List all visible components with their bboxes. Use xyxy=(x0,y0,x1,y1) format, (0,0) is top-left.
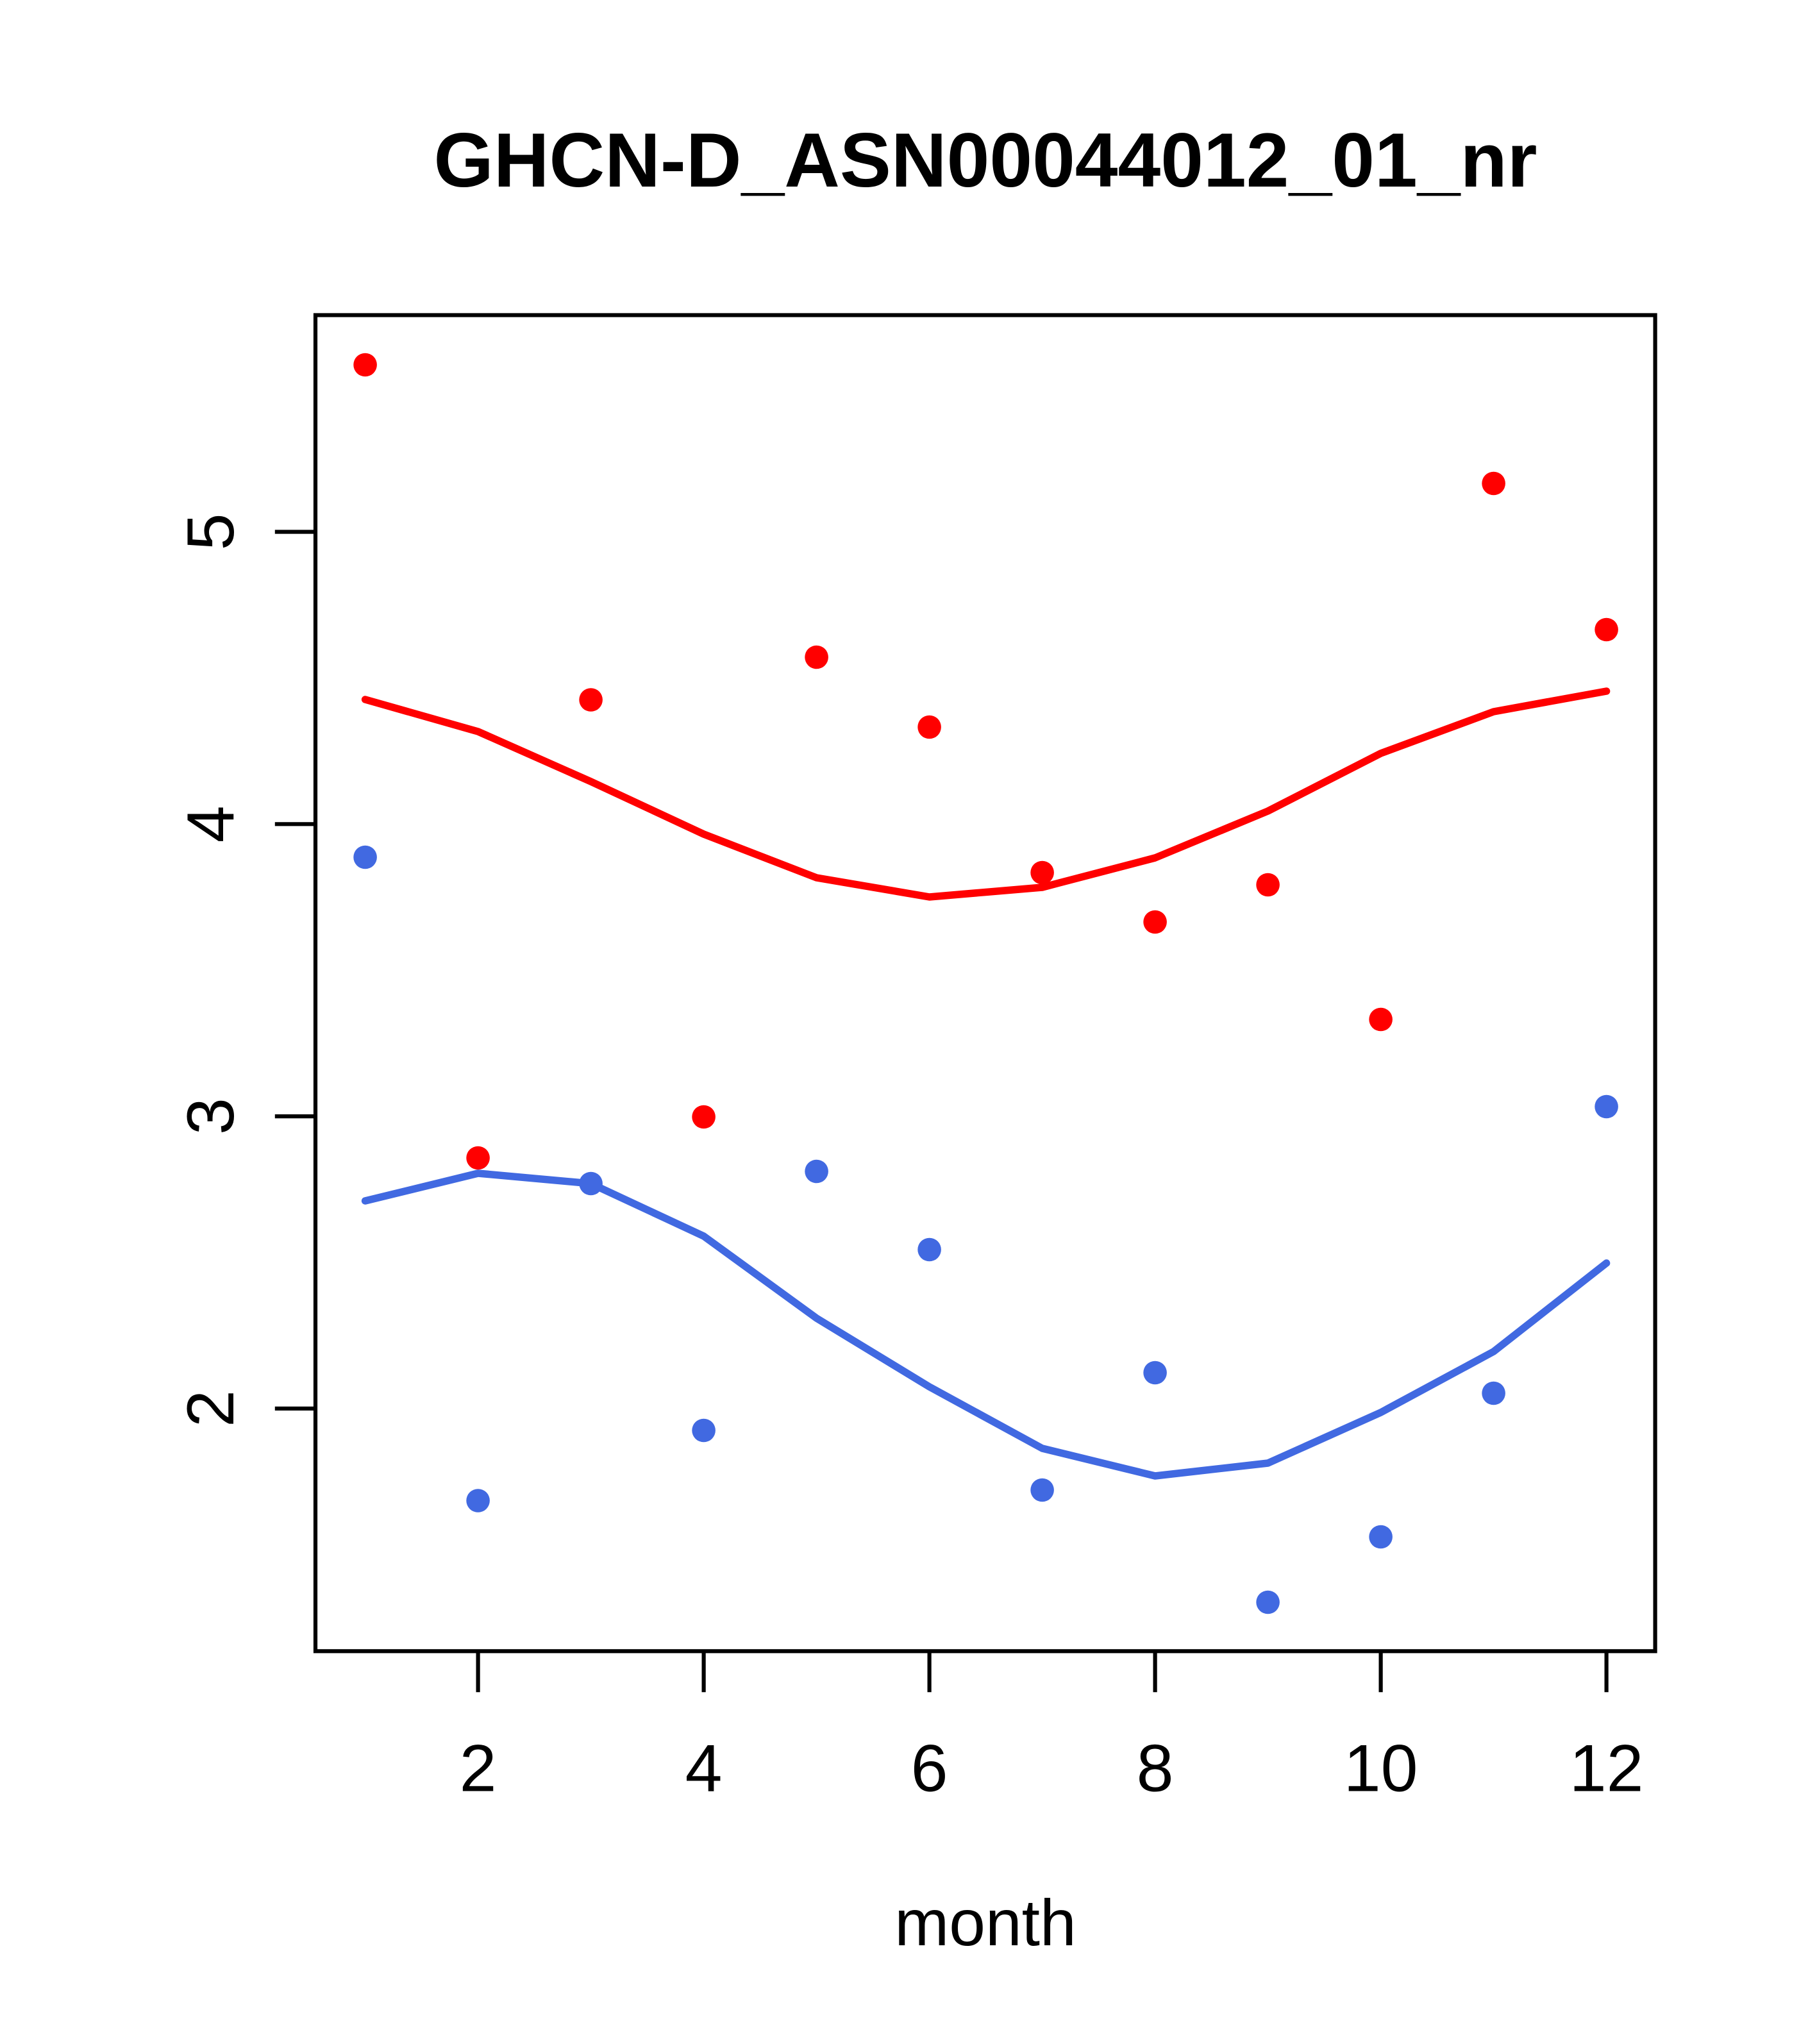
svg-text:5: 5 xyxy=(174,514,248,551)
svg-text:6: 6 xyxy=(911,1732,948,1806)
svg-text:4: 4 xyxy=(685,1732,723,1806)
svg-text:3: 3 xyxy=(174,1098,248,1135)
svg-text:2: 2 xyxy=(174,1390,248,1427)
svg-text:8: 8 xyxy=(1137,1732,1174,1806)
svg-text:month: month xyxy=(894,1886,1076,1959)
svg-text:2: 2 xyxy=(460,1732,497,1806)
svg-text:GHCN-D_ASN00044012_01_nr: GHCN-D_ASN00044012_01_nr xyxy=(434,117,1537,203)
svg-text:4: 4 xyxy=(174,805,248,842)
svg-text:12: 12 xyxy=(1570,1732,1644,1806)
svg-text:10: 10 xyxy=(1344,1732,1418,1806)
